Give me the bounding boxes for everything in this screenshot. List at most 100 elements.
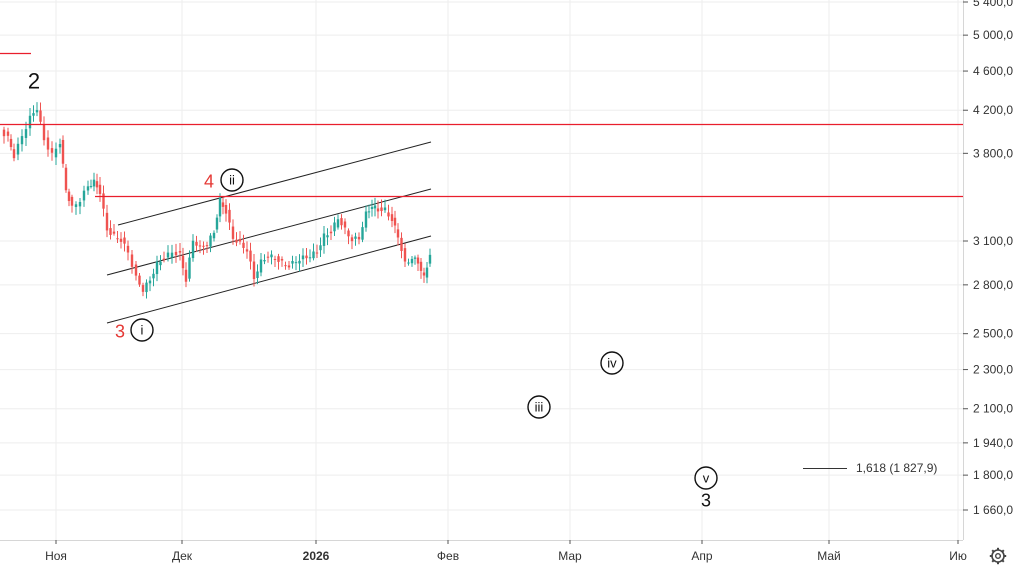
price-axis[interactable]: 5 400,0 5 000,0 4 600,0 4 200,0 3 800,0 3 100… xyxy=(963,0,1024,567)
candle-body xyxy=(54,148,58,158)
candle-body xyxy=(50,148,54,153)
candle-body xyxy=(202,245,205,247)
candle-body xyxy=(305,255,308,259)
chart-grid xyxy=(0,0,963,540)
candle-body xyxy=(224,204,228,214)
candle-body xyxy=(159,261,162,266)
candle-body xyxy=(333,222,336,232)
candle-body xyxy=(32,113,35,116)
gear-icon-hub xyxy=(995,553,1002,560)
candle-body xyxy=(195,241,198,246)
candle-body xyxy=(126,245,130,253)
candle-body xyxy=(367,211,371,213)
candle-body xyxy=(364,211,368,228)
candle-body xyxy=(98,184,102,194)
candle-body xyxy=(390,214,394,222)
channel-line xyxy=(106,188,432,276)
y-tick-label: 1 660,0 xyxy=(973,503,1013,517)
candle-body xyxy=(343,221,347,228)
wave-label: v xyxy=(703,471,710,486)
y-tick-label: 1 940,0 xyxy=(973,436,1013,450)
candle-body xyxy=(35,110,39,113)
candle-body xyxy=(205,245,209,247)
candle-body xyxy=(141,285,145,292)
y-tick-label: 1 800,0 xyxy=(973,468,1013,482)
y-tick-label: 2 300,0 xyxy=(973,363,1013,377)
candle-body xyxy=(116,238,119,240)
candle-body xyxy=(78,201,82,207)
gear-icon[interactable] xyxy=(989,547,1007,565)
candle-body xyxy=(380,207,383,212)
candle-body xyxy=(9,138,13,148)
candle-body xyxy=(416,257,420,264)
candle-body xyxy=(357,236,361,240)
candle-body xyxy=(336,219,340,228)
candle-body xyxy=(109,228,112,235)
candle-body xyxy=(20,136,24,145)
candle-body xyxy=(238,238,242,242)
candle-body xyxy=(212,232,216,239)
candle-body xyxy=(256,271,259,279)
candle-body xyxy=(422,272,426,276)
candle-body xyxy=(326,235,329,238)
candle-body xyxy=(242,242,245,248)
candle-body xyxy=(70,196,74,206)
candle-body xyxy=(102,193,105,209)
candle-body xyxy=(245,249,249,252)
candle-body xyxy=(184,269,188,282)
candle-body xyxy=(370,207,374,209)
candle-body xyxy=(178,251,182,253)
y-tick-label: 2 800,0 xyxy=(973,278,1013,292)
candle-body xyxy=(312,251,315,259)
candle-body xyxy=(58,144,62,148)
candle-body xyxy=(329,231,333,234)
candle-body xyxy=(112,231,116,234)
candle-body xyxy=(12,149,16,159)
wave-label: iii xyxy=(535,400,544,415)
candle-body xyxy=(74,204,78,207)
fib-label: 1,618 (1 827,9) xyxy=(856,461,937,475)
wave-label-circle xyxy=(130,318,154,342)
candle-body xyxy=(400,237,403,251)
candle-body xyxy=(82,190,86,201)
channel-line xyxy=(117,141,432,226)
candle-body xyxy=(39,110,42,122)
candle-body xyxy=(277,256,280,262)
candle-body xyxy=(123,237,126,244)
candle-body xyxy=(350,237,354,242)
x-tick-label: Апр xyxy=(691,549,713,563)
candle-body xyxy=(92,179,96,187)
candle-body xyxy=(396,229,400,238)
candle-body xyxy=(315,252,319,254)
wave-labels: 2 4 ii 3 i iv iii v 3 xyxy=(28,69,718,510)
y-tick-label: 5 000,0 xyxy=(973,28,1013,42)
y-tick-label: 3 100,0 xyxy=(973,234,1013,248)
candle-body xyxy=(387,212,390,217)
candle-body xyxy=(228,209,231,223)
candle-body xyxy=(16,143,20,155)
gear-icon-tooth xyxy=(991,559,995,563)
y-tick-label: 2 500,0 xyxy=(973,327,1013,341)
candle-body xyxy=(376,208,380,212)
candle-body xyxy=(46,137,50,150)
wave-label: iv xyxy=(607,356,617,371)
gear-icon-tooth xyxy=(991,549,995,553)
trend-channel xyxy=(106,141,432,324)
candle-body xyxy=(263,260,266,262)
candle-body xyxy=(413,257,417,259)
candle-body xyxy=(215,217,219,230)
time-axis[interactable]: Ноя Дек 2026 Фев Мар Апр Май Ию xyxy=(0,540,1007,565)
fib-annotation: 1,618 (1 827,9) xyxy=(803,461,937,475)
candle-body xyxy=(249,250,252,262)
candle-body xyxy=(425,267,429,278)
candle-body xyxy=(130,254,134,267)
candle-body xyxy=(221,202,225,207)
candle-body xyxy=(89,185,93,187)
y-tick-label: 2 100,0 xyxy=(973,402,1013,416)
candle-body xyxy=(428,254,432,264)
candle-body xyxy=(218,197,222,217)
candle-body xyxy=(287,265,291,268)
wave-label-circle xyxy=(694,466,718,490)
candle-body xyxy=(393,217,397,226)
